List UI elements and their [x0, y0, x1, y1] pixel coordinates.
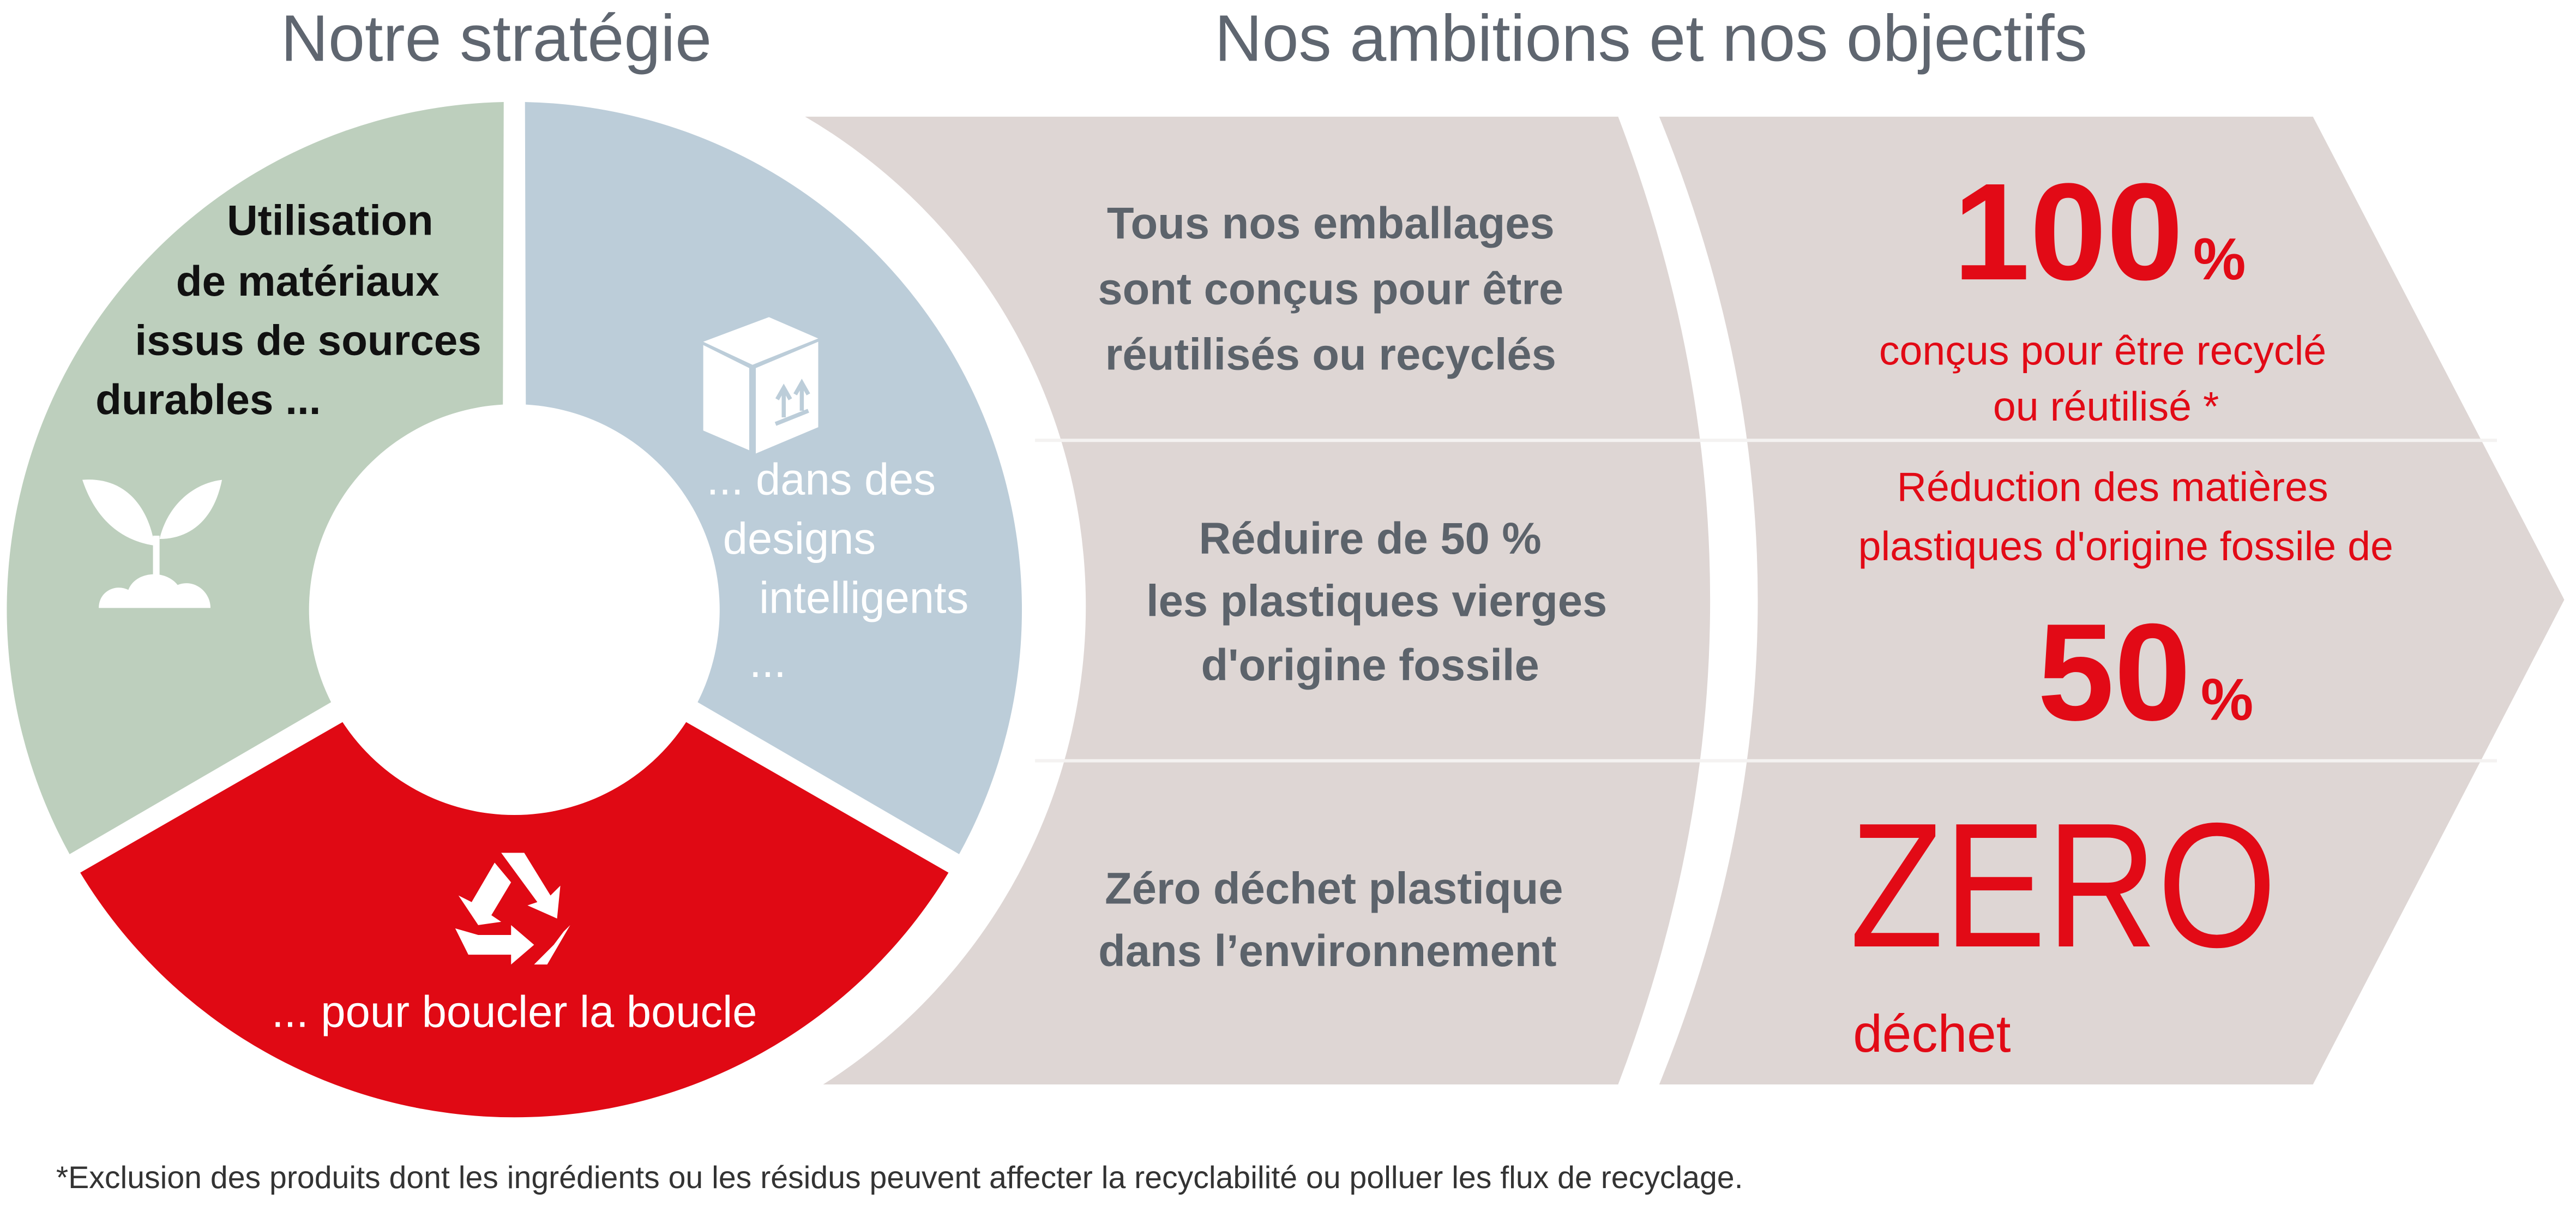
loop-label: ... pour boucler la boucle — [272, 987, 757, 1037]
materials-line-4: durables ... — [95, 375, 321, 423]
segment-materials — [7, 101, 504, 854]
segment-design — [525, 101, 1022, 854]
design-line-1: ... dans des — [707, 455, 936, 505]
waste-label: déchet — [1853, 1005, 2011, 1063]
design-line-3: intelligents — [759, 573, 968, 623]
plastics-unit: % — [2201, 666, 2253, 732]
ambitions-panel — [805, 116, 1711, 1085]
materials-line-1: Utilisation — [227, 196, 433, 244]
strategy-title: Notre stratégie — [281, 1, 712, 75]
footnote: *Exclusion des produits dont les ingrédi… — [56, 1160, 1743, 1195]
ambition-3-line-2: dans l’environnement — [1098, 926, 1556, 976]
seedling-icon — [82, 479, 222, 608]
design-line-2: designs — [723, 514, 876, 563]
packaging-line-1: conçus pour être recyclé — [1879, 328, 2326, 374]
ambition-1-line-3: réutilisés ou recyclés — [1105, 330, 1556, 380]
ambition-2-line-1: Réduire de 50 % — [1199, 514, 1542, 563]
waste-value: ZERO — [1850, 786, 2277, 984]
ambitions-title: Nos ambitions et nos objectifs — [1215, 1, 2087, 75]
packaging-objective: 100% — [1953, 154, 2246, 309]
box-icon — [703, 317, 818, 454]
materials-line-2: de matériaux — [176, 257, 440, 305]
plastics-line-2: plastiques d'origine fossile de — [1858, 523, 2393, 569]
segment-loop — [80, 722, 949, 1118]
packaging-value: 100 — [1953, 154, 2183, 309]
ambition-3-line-1: Zéro déchet plastique — [1105, 864, 1563, 914]
ambition-1-line-2: sont conçus pour être — [1098, 264, 1563, 314]
strategy-donut — [7, 101, 1022, 1118]
ambition-1-line-1: Tous nos emballages — [1107, 199, 1555, 248]
plastics-line-1: Réduction des matières — [1897, 464, 2328, 510]
design-line-4: ... — [749, 637, 786, 687]
ambition-2-line-2: les plastiques vierges — [1146, 577, 1607, 626]
recycle-icon — [455, 853, 570, 965]
ambition-2-line-3: d'origine fossile — [1201, 640, 1539, 690]
objectives-panel — [1659, 116, 2565, 1085]
packaging-unit: % — [2193, 226, 2246, 292]
materials-line-3: issus de sources — [135, 316, 481, 364]
plastics-value: 50 — [2037, 595, 2190, 749]
plastics-objective: 50% — [2037, 595, 2253, 749]
packaging-line-2: ou réutilisé * — [1993, 383, 2219, 429]
